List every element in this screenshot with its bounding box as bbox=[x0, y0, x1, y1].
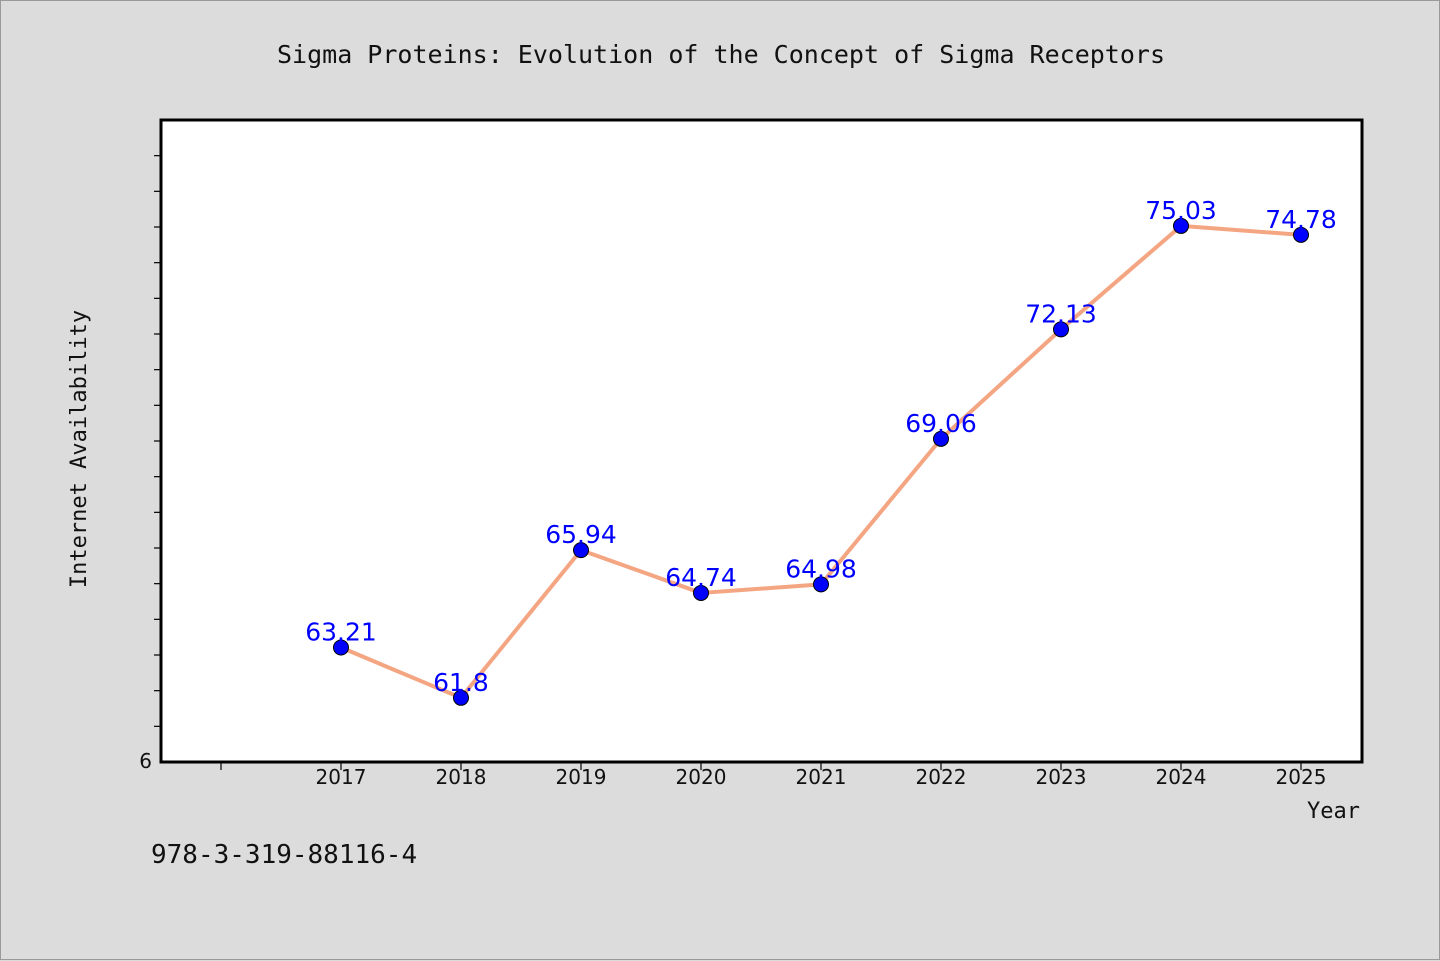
x-tick-label: 2021 bbox=[796, 765, 847, 789]
data-label: 69.06 bbox=[905, 409, 977, 438]
data-point bbox=[1293, 226, 1309, 243]
x-tick-label: 2020 bbox=[676, 765, 727, 789]
data-label: 64.74 bbox=[665, 563, 737, 592]
data-label: 74.78 bbox=[1265, 205, 1337, 234]
x-tick-label: 2023 bbox=[1036, 765, 1087, 789]
data-point bbox=[1173, 217, 1189, 234]
data-label: 63.21 bbox=[305, 618, 377, 647]
x-axis-ticks: 2017 2018 2019 2020 2021 2022 2023 2024 2025 bbox=[220, 762, 1327, 789]
x-tick-label: 2025 bbox=[1276, 765, 1327, 789]
x-tick-label: 2019 bbox=[556, 765, 607, 789]
data-label: 61.8 bbox=[433, 668, 489, 697]
data-point bbox=[453, 689, 469, 706]
data-point bbox=[933, 430, 949, 447]
y-tick-label: 6 bbox=[139, 749, 152, 773]
isbn-footer: 978-3-319-88116-4 bbox=[151, 840, 417, 870]
x-tick-label: 2024 bbox=[1156, 765, 1207, 789]
y-axis-label: Internet Availability bbox=[67, 310, 92, 588]
series-layer: 63.21 61.8 65.94 64.74 64.98 69.06 72.13 75.03 7… bbox=[305, 196, 1337, 706]
x-axis-label: Year bbox=[1307, 799, 1360, 824]
data-point bbox=[333, 639, 349, 656]
x-tick-label: 2017 bbox=[316, 765, 367, 789]
y-axis-ticks bbox=[154, 155, 161, 727]
data-label: 64.98 bbox=[785, 554, 857, 583]
data-point bbox=[813, 576, 829, 593]
data-point bbox=[573, 542, 589, 559]
data-label: 72.13 bbox=[1025, 299, 1097, 328]
data-point bbox=[693, 584, 709, 601]
x-tick-label: 2022 bbox=[916, 765, 967, 789]
data-label: 65.94 bbox=[545, 520, 617, 549]
data-point bbox=[1053, 321, 1069, 338]
chart-title: Sigma Proteins: Evolution of the Concept… bbox=[277, 40, 1165, 69]
data-label: 75.03 bbox=[1145, 196, 1217, 225]
x-tick-label: 2018 bbox=[436, 765, 487, 789]
